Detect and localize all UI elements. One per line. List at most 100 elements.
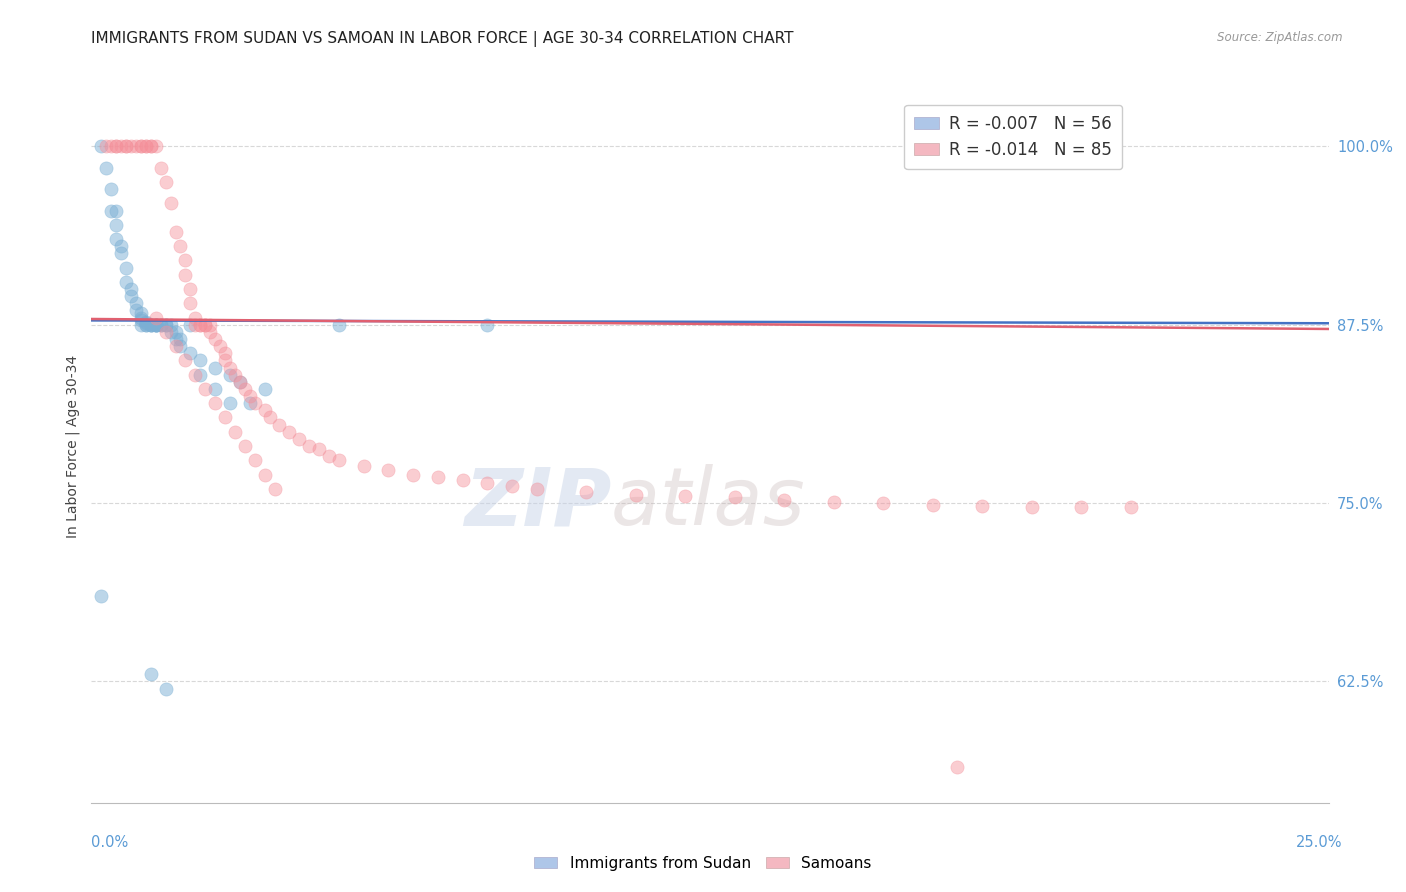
Point bbox=[100, 182, 122, 196]
Point bbox=[165, 225, 187, 239]
Point bbox=[165, 339, 187, 353]
Point bbox=[204, 332, 226, 346]
Point bbox=[269, 417, 291, 432]
Point bbox=[135, 316, 157, 330]
Point bbox=[110, 239, 132, 253]
Point bbox=[402, 467, 425, 482]
Point bbox=[110, 139, 132, 153]
Point bbox=[194, 382, 217, 396]
Point bbox=[149, 318, 172, 332]
Point bbox=[724, 491, 747, 505]
Point bbox=[233, 439, 256, 453]
Point bbox=[229, 375, 252, 389]
Point bbox=[115, 139, 138, 153]
Point bbox=[263, 482, 285, 496]
Point bbox=[184, 318, 207, 332]
Point bbox=[426, 470, 449, 484]
Point bbox=[110, 246, 132, 260]
Point bbox=[318, 449, 340, 463]
Point bbox=[239, 396, 262, 410]
Point bbox=[139, 318, 162, 332]
Point bbox=[105, 218, 128, 232]
Point bbox=[90, 139, 112, 153]
Point bbox=[169, 332, 191, 346]
Point bbox=[174, 253, 197, 268]
Point bbox=[159, 196, 181, 211]
Point bbox=[105, 139, 128, 153]
Point bbox=[188, 353, 211, 368]
Point bbox=[129, 306, 152, 320]
Point bbox=[377, 463, 399, 477]
Point bbox=[198, 325, 221, 339]
Legend: R = -0.007   N = 56, R = -0.014   N = 85: R = -0.007 N = 56, R = -0.014 N = 85 bbox=[904, 104, 1122, 169]
Point bbox=[229, 375, 252, 389]
Point bbox=[214, 346, 236, 360]
Point bbox=[174, 353, 197, 368]
Point bbox=[194, 318, 217, 332]
Point bbox=[253, 403, 276, 417]
Point bbox=[135, 318, 157, 332]
Point bbox=[184, 368, 207, 382]
Point bbox=[135, 139, 157, 153]
Point bbox=[477, 476, 499, 491]
Point bbox=[155, 325, 177, 339]
Point bbox=[179, 318, 201, 332]
Point bbox=[298, 439, 321, 453]
Point bbox=[1070, 500, 1092, 515]
Point bbox=[165, 325, 187, 339]
Legend: Immigrants from Sudan, Samoans: Immigrants from Sudan, Samoans bbox=[529, 850, 877, 877]
Point bbox=[224, 368, 246, 382]
Point bbox=[184, 310, 207, 325]
Point bbox=[139, 139, 162, 153]
Point bbox=[243, 453, 266, 467]
Point bbox=[253, 382, 276, 396]
Point bbox=[328, 318, 350, 332]
Point bbox=[219, 360, 242, 375]
Point bbox=[188, 318, 211, 332]
Point bbox=[233, 382, 256, 396]
Point bbox=[214, 353, 236, 368]
Point bbox=[120, 139, 142, 153]
Point bbox=[129, 313, 152, 327]
Point bbox=[624, 487, 647, 501]
Point bbox=[135, 315, 157, 329]
Point bbox=[129, 310, 152, 325]
Point bbox=[972, 499, 994, 513]
Point bbox=[159, 318, 181, 332]
Point bbox=[145, 310, 167, 325]
Point bbox=[1119, 500, 1142, 515]
Point bbox=[145, 318, 167, 332]
Point bbox=[243, 396, 266, 410]
Point bbox=[159, 325, 181, 339]
Point bbox=[823, 494, 845, 508]
Point bbox=[155, 318, 177, 332]
Point bbox=[198, 318, 221, 332]
Point bbox=[451, 473, 474, 487]
Point bbox=[100, 139, 122, 153]
Text: IMMIGRANTS FROM SUDAN VS SAMOAN IN LABOR FORCE | AGE 30-34 CORRELATION CHART: IMMIGRANTS FROM SUDAN VS SAMOAN IN LABOR… bbox=[91, 31, 794, 47]
Point bbox=[96, 161, 118, 175]
Point bbox=[155, 318, 177, 332]
Text: 0.0%: 0.0% bbox=[91, 836, 128, 850]
Point bbox=[115, 139, 138, 153]
Point bbox=[204, 382, 226, 396]
Point bbox=[139, 318, 162, 332]
Point bbox=[139, 318, 162, 332]
Point bbox=[165, 332, 187, 346]
Point bbox=[921, 498, 943, 512]
Point bbox=[209, 339, 232, 353]
Point bbox=[169, 239, 191, 253]
Point bbox=[174, 268, 197, 282]
Point bbox=[179, 282, 201, 296]
Point bbox=[115, 275, 138, 289]
Point bbox=[149, 318, 172, 332]
Point bbox=[328, 453, 350, 467]
Point bbox=[120, 282, 142, 296]
Point bbox=[169, 339, 191, 353]
Point bbox=[155, 681, 177, 696]
Point bbox=[105, 203, 128, 218]
Text: Source: ZipAtlas.com: Source: ZipAtlas.com bbox=[1218, 31, 1343, 45]
Point bbox=[308, 442, 330, 456]
Point bbox=[239, 389, 262, 403]
Point bbox=[219, 396, 242, 410]
